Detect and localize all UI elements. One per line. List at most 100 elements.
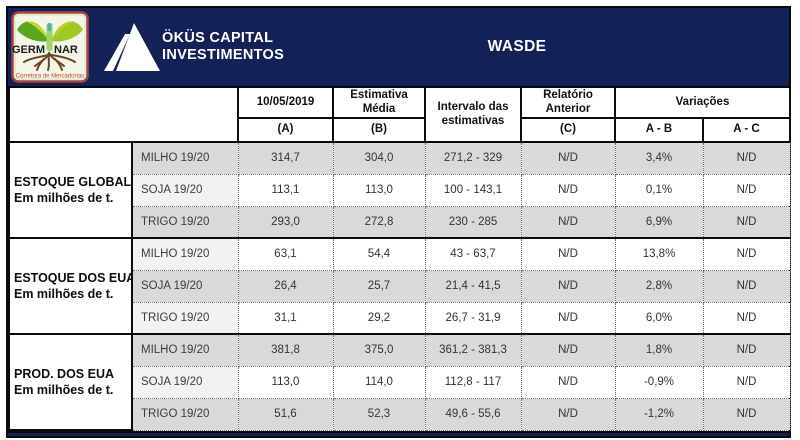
germinar-tagline: Corretora de Mercadorias xyxy=(16,74,84,80)
col-key-a: (A) xyxy=(237,117,334,144)
commodity-label: MILHO 19/20 xyxy=(131,237,239,271)
value-range: 26,7 - 31,9 xyxy=(424,301,522,335)
value-ab: 1,8% xyxy=(614,333,704,367)
value-ac: N/D xyxy=(702,365,791,399)
okus-wordmark: ÖKÜS CAPITAL INVESTIMENTOS xyxy=(162,30,284,63)
commodity-label: SOJA 19/20 xyxy=(131,173,239,207)
value-range: 21,4 - 41,5 xyxy=(424,269,522,303)
value-b: 54,4 xyxy=(332,237,426,271)
value-c: N/D xyxy=(520,301,616,335)
value-range: 43 - 63,7 xyxy=(424,237,522,271)
germinar-name-left: GERM xyxy=(12,44,45,56)
value-ac: N/D xyxy=(702,141,791,175)
value-ab: -0,9% xyxy=(614,365,704,399)
okus-line1: ÖKÜS CAPITAL xyxy=(162,30,274,47)
value-ac: N/D xyxy=(702,301,791,335)
leaf-right-icon xyxy=(51,21,83,42)
table-corner-blank xyxy=(8,85,239,144)
okus-triangle-icon xyxy=(104,23,160,71)
value-b: 114,0 xyxy=(332,365,426,399)
value-b: 304,0 xyxy=(332,141,426,175)
col-header-date: 10/05/2019 xyxy=(237,85,334,120)
col-header-variations: Variações xyxy=(614,85,791,120)
value-b: 113,0 xyxy=(332,173,426,207)
group-unit: Em milhões de t. xyxy=(14,383,114,398)
col-key-ac: A - C xyxy=(702,117,791,144)
value-ab: 6,0% xyxy=(614,301,704,335)
value-a: 381,8 xyxy=(237,333,334,367)
table-row: ESTOQUE GLOBAL Em milhões de t. MILHO 19… xyxy=(8,141,791,240)
value-range: 361,2 - 381,3 xyxy=(424,333,522,367)
value-ac: N/D xyxy=(702,269,791,303)
col-header-range: Intervalo das estimativas xyxy=(424,85,522,144)
commodity-label: MILHO 19/20 xyxy=(131,141,239,175)
value-c: N/D xyxy=(520,141,616,175)
group-unit: Em milhões de t. xyxy=(14,191,114,206)
value-a: 314,7 xyxy=(237,141,334,175)
table-row: SOJA 19/20 113,0 114,0 112,8 - 117 N/D -… xyxy=(9,365,791,399)
roots-icon xyxy=(23,52,76,71)
table-row: SOJA 19/20 26,4 25,7 21,4 - 41,5 N/D 2,8… xyxy=(9,269,791,303)
group-name: ESTOQUE GLOBAL xyxy=(14,174,132,189)
table-row: TRIGO 19/20 31,1 29,2 26,7 - 31,9 N/D 6,… xyxy=(9,301,791,335)
header-band: GERM NAR Corretora de Mercadorias xyxy=(8,8,789,86)
value-a: 293,0 xyxy=(237,205,334,239)
germinar-logo: GERM NAR Corretora de Mercadorias xyxy=(11,11,89,83)
value-c: N/D xyxy=(520,397,616,431)
okus-logo: ÖKÜS CAPITAL INVESTIMENTOS xyxy=(104,21,284,73)
wasde-report-widget: GERM NAR Corretora de Mercadorias xyxy=(6,6,791,438)
value-ac: N/D xyxy=(702,333,791,367)
okus-line2: INVESTIMENTOS xyxy=(162,47,285,63)
value-range: 230 - 285 xyxy=(424,205,522,239)
value-a: 113,1 xyxy=(237,173,334,207)
value-c: N/D xyxy=(520,173,616,207)
commodity-label: SOJA 19/20 xyxy=(131,269,239,303)
commodity-label: TRIGO 19/20 xyxy=(131,397,239,431)
value-a: 63,1 xyxy=(237,237,334,271)
table-row: ESTOQUE DOS EUA Em milhões de t. MILHO 1… xyxy=(8,237,791,336)
value-ac: N/D xyxy=(702,237,791,271)
group-label-estoque-global: ESTOQUE GLOBAL Em milhões de t. xyxy=(8,141,133,240)
group-unit: Em milhões de t. xyxy=(14,287,114,302)
value-c: N/D xyxy=(520,269,616,303)
value-c: N/D xyxy=(520,205,616,239)
value-b: 25,7 xyxy=(332,269,426,303)
col-header-avg: Estimativa Média xyxy=(332,85,426,120)
table-row: TRIGO 19/20 51,6 52,3 49,6 - 55,6 N/D -1… xyxy=(9,397,791,431)
value-ac: N/D xyxy=(702,205,791,239)
value-range: 112,8 - 117 xyxy=(424,365,522,399)
col-key-b: (B) xyxy=(332,117,426,144)
value-a: 31,1 xyxy=(237,301,334,335)
value-b: 29,2 xyxy=(332,301,426,335)
commodity-label: SOJA 19/20 xyxy=(131,365,239,399)
value-c: N/D xyxy=(520,237,616,271)
group-name: PROD. DOS EUA xyxy=(14,366,115,381)
col-key-c: (C) xyxy=(520,117,616,144)
value-ab: 0,1% xyxy=(614,173,704,207)
group-name: ESTOQUE DOS EUA xyxy=(14,270,132,285)
value-range: 49,6 - 55,6 xyxy=(424,397,522,431)
value-ab: 2,8% xyxy=(614,269,704,303)
commodity-label: TRIGO 19/20 xyxy=(131,301,239,335)
value-c: N/D xyxy=(520,365,616,399)
commodity-label: MILHO 19/20 xyxy=(131,333,239,367)
value-ab: 13,8% xyxy=(614,237,704,271)
report-title: WASDE xyxy=(487,38,547,55)
value-a: 113,0 xyxy=(237,365,334,399)
value-ab: -1,2% xyxy=(614,397,704,431)
leaf-left-icon xyxy=(17,21,49,42)
value-b: 52,3 xyxy=(332,397,426,431)
value-c: N/D xyxy=(520,333,616,367)
germinar-logo-graphic: GERM NAR Corretora de Mercadorias xyxy=(11,11,89,83)
value-ab: 3,4% xyxy=(614,141,704,175)
value-b: 375,0 xyxy=(332,333,426,367)
wasde-table: 10/05/2019 Estimativa Média Intervalo da… xyxy=(8,85,791,432)
col-key-ab: A - B xyxy=(614,117,704,144)
group-label-prod-eua: PROD. DOS EUA Em milhões de t. xyxy=(8,333,133,432)
value-range: 271,2 - 329 xyxy=(424,141,522,175)
value-ac: N/D xyxy=(702,173,791,207)
value-ab: 6,9% xyxy=(614,205,704,239)
value-b: 272,8 xyxy=(332,205,426,239)
value-ac: N/D xyxy=(702,397,791,431)
value-a: 26,4 xyxy=(237,269,334,303)
